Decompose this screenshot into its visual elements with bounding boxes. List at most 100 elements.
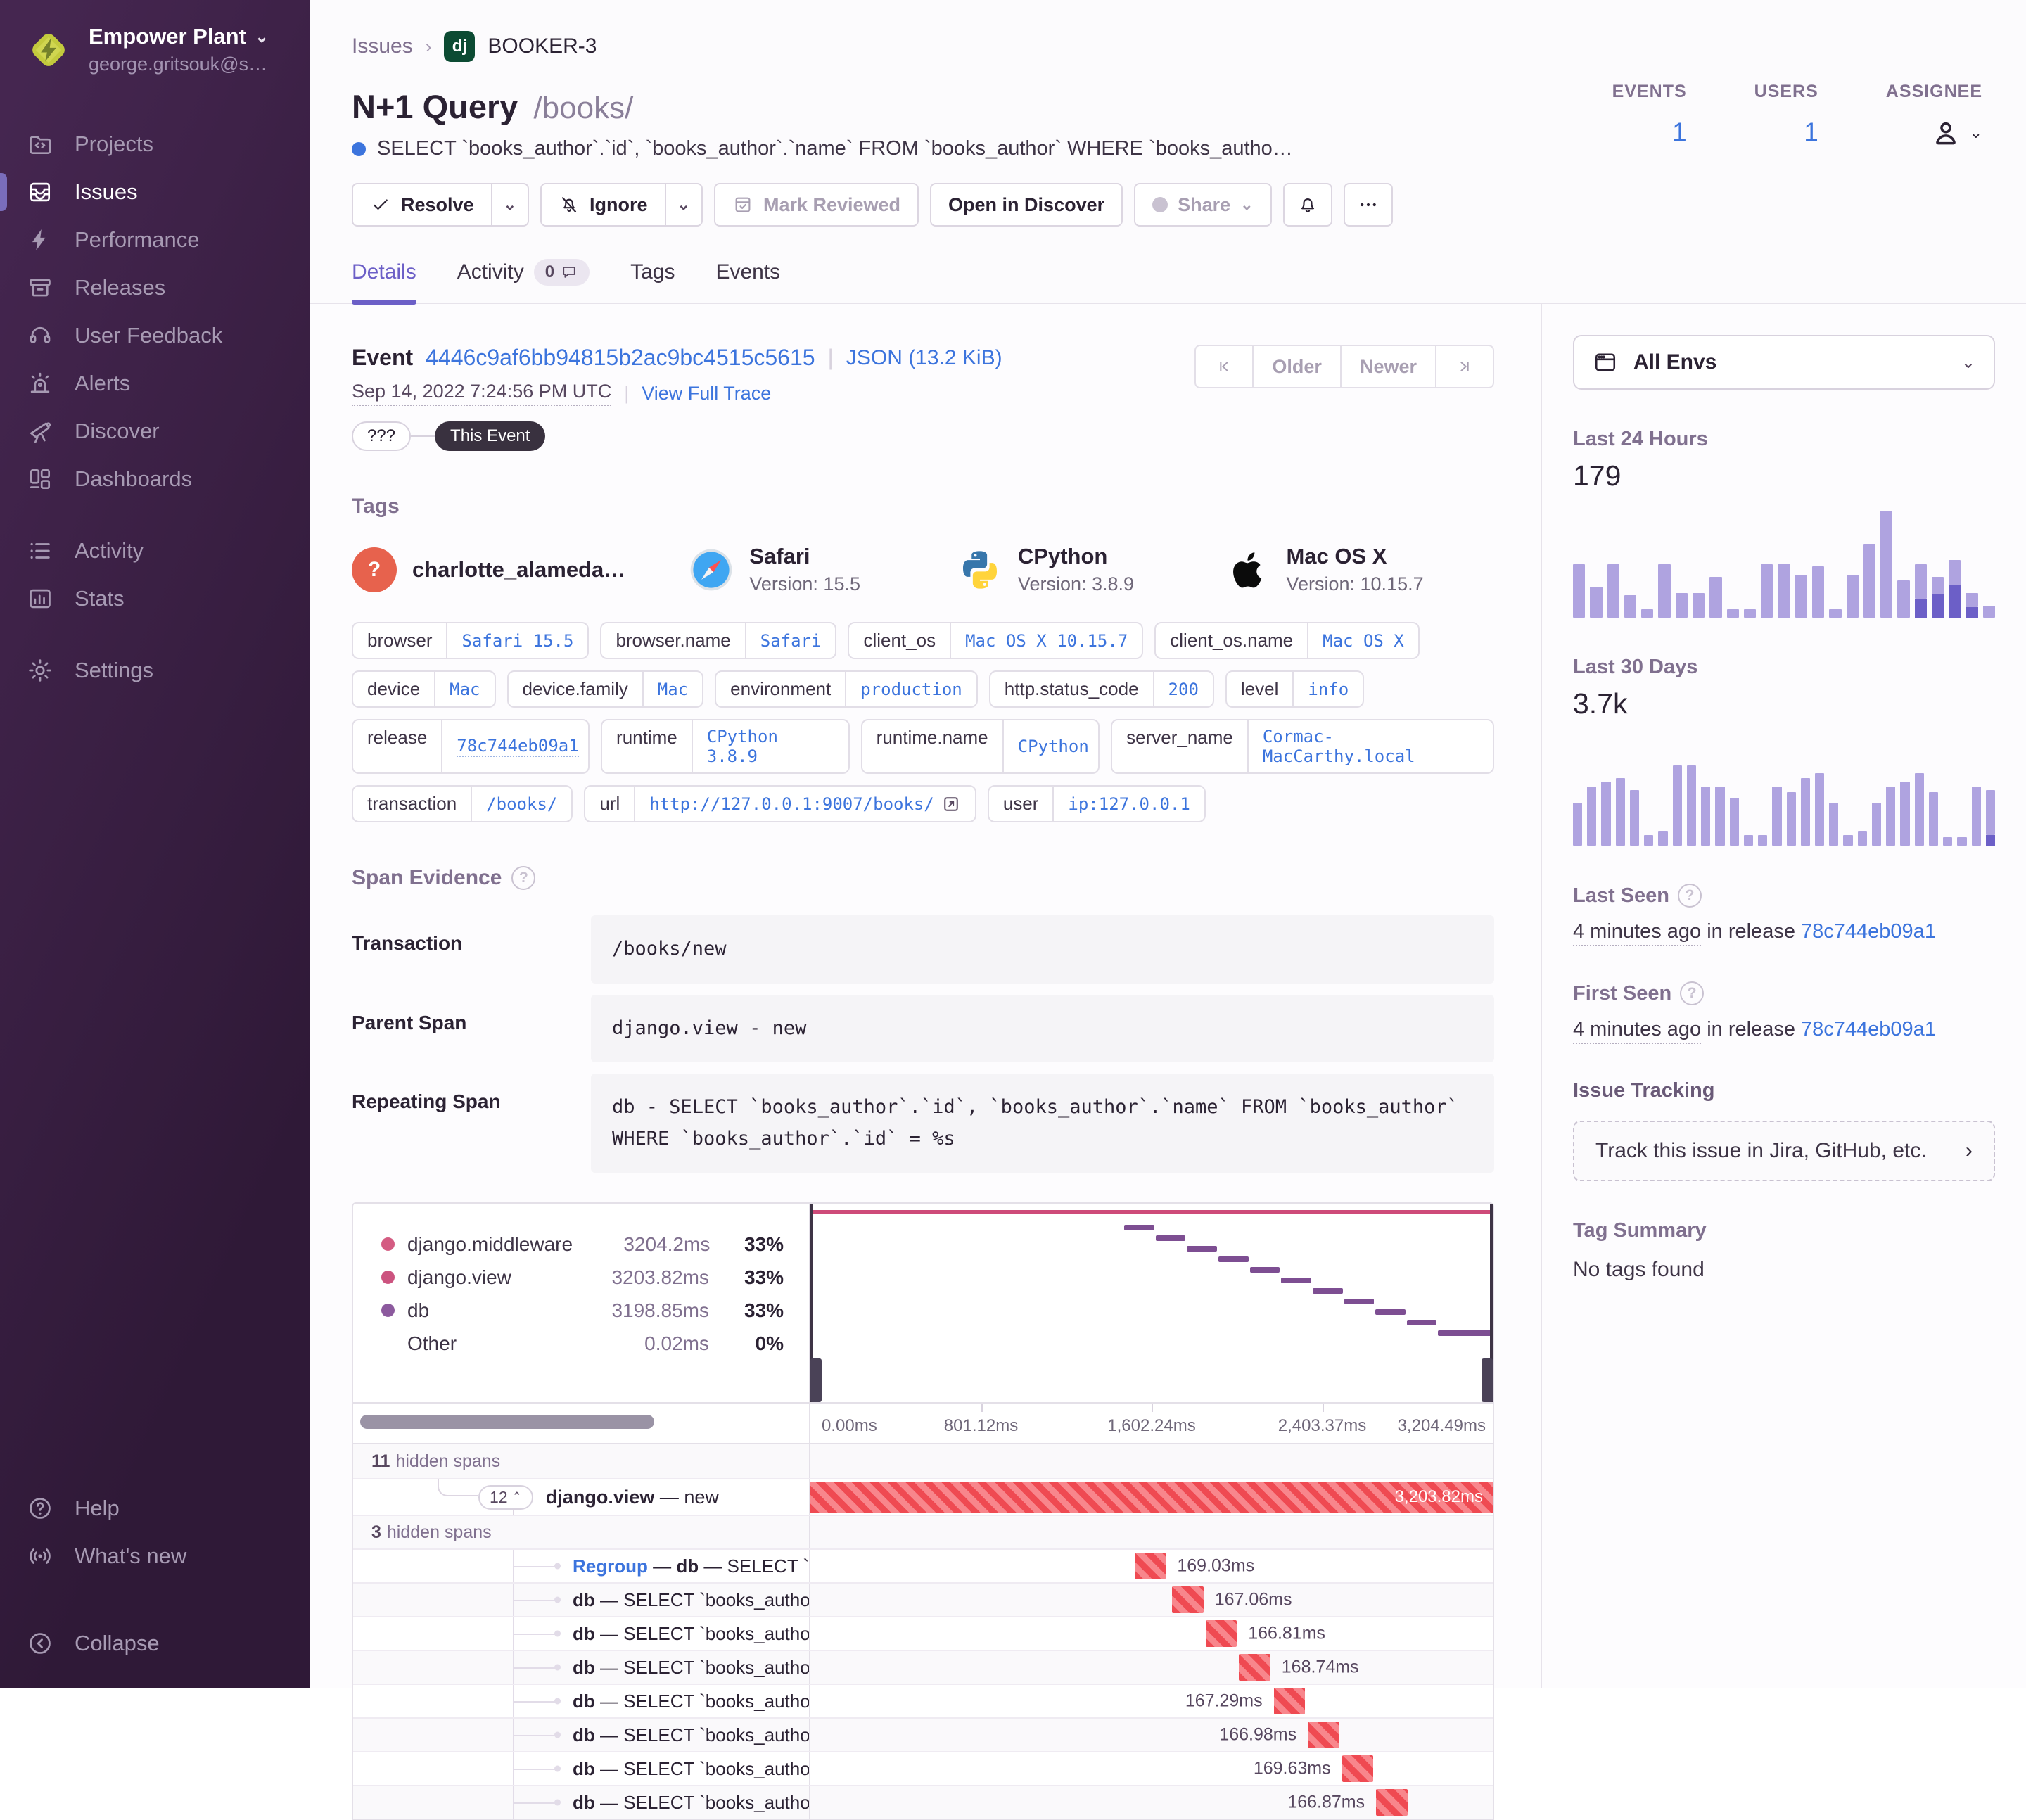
tab-events[interactable]: Events — [715, 259, 780, 303]
tag-pill-transaction[interactable]: transaction/books/ — [352, 785, 573, 822]
span-row[interactable]: db — SELECT `books_author`.`id`, `… 166.8… — [353, 1785, 1493, 1819]
view-full-trace-link[interactable]: View Full Trace — [642, 382, 772, 404]
span-bar[interactable] — [1342, 1755, 1374, 1783]
help-circle-icon[interactable]: ? — [1680, 981, 1705, 1005]
org-switcher[interactable]: Empower Plant ⌄ george.gritsouk@s… — [0, 24, 310, 75]
span-bar[interactable] — [1273, 1688, 1306, 1715]
tag-pill-runtime[interactable]: runtime CPython 3.8.9 — [601, 719, 850, 774]
tab-activity[interactable]: Activity 0 — [457, 259, 590, 303]
regroup-link[interactable]: Regroup — [573, 1555, 648, 1577]
bar-events — [1778, 564, 1790, 618]
sidebar-item-performance[interactable]: Performance — [0, 216, 310, 264]
tag-pill-client-os-name[interactable]: client_os.name Mac OS X — [1154, 622, 1420, 659]
breadcrumb-issues-link[interactable]: Issues — [352, 34, 413, 58]
newest-event-button[interactable] — [1435, 346, 1493, 387]
open-in-discover-button[interactable]: Open in Discover — [930, 183, 1123, 227]
span-bar[interactable] — [1239, 1654, 1270, 1681]
tab-tags[interactable]: Tags — [630, 259, 675, 303]
sidebar-item-issues[interactable]: Issues — [0, 168, 310, 216]
sidebar-item-help[interactable]: Help — [0, 1484, 310, 1532]
span-group-row[interactable]: 12 ⌃ django.view — new 3,203.82ms — [353, 1478, 1493, 1515]
ellipsis-icon — [1358, 194, 1379, 215]
newer-event-button[interactable]: Newer — [1339, 346, 1435, 387]
span-bar[interactable] — [1172, 1586, 1204, 1614]
legend-name: db — [407, 1299, 430, 1321]
sidebar-item-settings[interactable]: Settings — [0, 647, 310, 694]
span-row-left: db — SELECT `books_author`.`id`, `… — [353, 1719, 809, 1752]
tag-pill-user[interactable]: user ip:127.0.0.1 — [987, 785, 1206, 822]
oldest-event-button[interactable] — [1196, 346, 1252, 387]
sidebar-item-discover[interactable]: Discover — [0, 407, 310, 455]
sidebar-item-activity[interactable]: Activity — [0, 527, 310, 575]
older-event-button[interactable]: Older — [1252, 346, 1340, 387]
sidebar-item-stats[interactable]: Stats — [0, 575, 310, 623]
sidebar-item-collapse[interactable]: Collapse — [0, 1619, 310, 1667]
tag-pill-http-status-code[interactable]: http.status_code 200 — [988, 670, 1214, 708]
minimap-left-handle[interactable] — [810, 1204, 813, 1403]
span-row[interactable]: db — SELECT `books_author`.`id`, `… 169.6… — [353, 1751, 1493, 1786]
tag-pill-browser-name[interactable]: browser.name Safari — [600, 622, 837, 659]
ignore-dropdown[interactable]: ⌄ — [664, 184, 701, 225]
minimap-right-handle[interactable] — [1490, 1204, 1493, 1403]
environment-select[interactable]: All Envs ⌄ — [1573, 335, 1995, 390]
tag-pill-url[interactable]: url http://127.0.0.1:9007/books/ — [584, 785, 976, 822]
tag-pill-environment[interactable]: environment production — [715, 670, 978, 708]
track-issue-button[interactable]: Track this issue in Jira, GitHub, etc. › — [1573, 1121, 1995, 1181]
tag-pill-browser[interactable]: browser Safari 15.5 — [352, 622, 590, 659]
span-bar[interactable] — [1376, 1789, 1408, 1816]
ignore-button[interactable]: Ignore ⌄ — [540, 183, 703, 227]
release-link[interactable]: 78c744eb09a1 — [1801, 1018, 1936, 1041]
tag-pill-device[interactable]: device Mac — [352, 670, 496, 708]
event-id-link[interactable]: 4446c9af6bb94815b2ac9bc4515c5615 — [426, 345, 815, 370]
issue-tabs: Details Activity 0 Tags Events — [352, 259, 1995, 305]
span-group-toggle[interactable]: 12 ⌃ — [478, 1484, 533, 1510]
help-circle-icon[interactable]: ? — [511, 866, 536, 890]
sidebar-item-dashboards[interactable]: Dashboards — [0, 455, 310, 503]
event-quota-row: ??? This Event — [352, 421, 1002, 451]
span-row[interactable]: db — SELECT `books_author`.`id`, `… 167.0… — [353, 1582, 1493, 1617]
span-row[interactable]: Regroup — db — SELECT `books_author`.`id… — [353, 1548, 1493, 1583]
span-bar[interactable] — [1205, 1620, 1237, 1648]
tag-pill-release[interactable]: release 78c744eb09a1 — [352, 719, 590, 774]
release-link[interactable]: 78c744eb09a1 — [1801, 920, 1936, 943]
tag-pill-runtime-name[interactable]: runtime.name CPython — [860, 719, 1100, 774]
span-minimap[interactable] — [809, 1204, 1493, 1403]
tag-value: production — [845, 672, 976, 706]
tag-pill-server-name[interactable]: server_name Cormac-MacCarthy.local — [1111, 719, 1495, 774]
sidebar-item-what-s-new[interactable]: What's new — [0, 1532, 310, 1580]
event-json-link[interactable]: JSON (13.2 KiB) — [846, 345, 1002, 369]
minimap-left-grab[interactable] — [810, 1358, 822, 1403]
help-circle-icon[interactable]: ? — [1678, 884, 1702, 908]
span-bar[interactable] — [1308, 1722, 1339, 1749]
hidden-spans-row[interactable]: 3 hidden spans — [353, 1515, 1493, 1549]
tag-pill-level[interactable]: level info — [1225, 670, 1365, 708]
subscribe-button[interactable] — [1282, 183, 1332, 227]
sidebar-item-label: Help — [75, 1496, 120, 1520]
sidebar-item-projects[interactable]: Projects — [0, 120, 310, 168]
span-row[interactable]: db — SELECT `books_author`.`id`, `… 168.7… — [353, 1650, 1493, 1684]
tab-details[interactable]: Details — [352, 259, 416, 305]
bar-events — [1726, 609, 1739, 618]
minimap-right-grab[interactable] — [1482, 1358, 1493, 1403]
tag-pill-client-os[interactable]: client_os Mac OS X 10.15.7 — [848, 622, 1144, 659]
resolve-dropdown[interactable]: ⌄ — [490, 184, 528, 225]
span-bar[interactable] — [1134, 1553, 1166, 1580]
events-count[interactable]: 1 — [1672, 117, 1687, 146]
mark-reviewed-button[interactable]: Mark Reviewed — [713, 183, 919, 227]
users-count[interactable]: 1 — [1804, 117, 1818, 146]
sidebar-item-user-feedback[interactable]: User Feedback — [0, 312, 310, 359]
span-row[interactable]: db — SELECT `books_author`.`id`, `… 167.2… — [353, 1684, 1493, 1718]
sidebar-item-alerts[interactable]: Alerts — [0, 359, 310, 407]
share-button[interactable]: Share ⌄ — [1134, 183, 1272, 227]
issue-stats: EVENTS 1 USERS 1 ASSIGNEE ⌄ — [1612, 82, 1982, 148]
span-row[interactable]: db — SELECT `books_author`.`id`, `… 166.9… — [353, 1717, 1493, 1752]
assignee-dropdown[interactable]: ⌄ — [1930, 117, 1982, 148]
more-actions-button[interactable] — [1343, 183, 1393, 227]
resolve-button[interactable]: Resolve ⌄ — [352, 183, 529, 227]
tag-pill-device-family[interactable]: device.family Mac — [507, 670, 704, 708]
hidden-spans-row[interactable]: 11 hidden spans — [353, 1444, 1493, 1479]
horizontal-scrollbar[interactable] — [360, 1415, 654, 1430]
sidebar-item-releases[interactable]: Releases — [0, 264, 310, 312]
span-group-bar[interactable]: 3,203.82ms — [810, 1482, 1493, 1513]
span-row[interactable]: db — SELECT `books_author`.`id`, `… 166.8… — [353, 1616, 1493, 1650]
